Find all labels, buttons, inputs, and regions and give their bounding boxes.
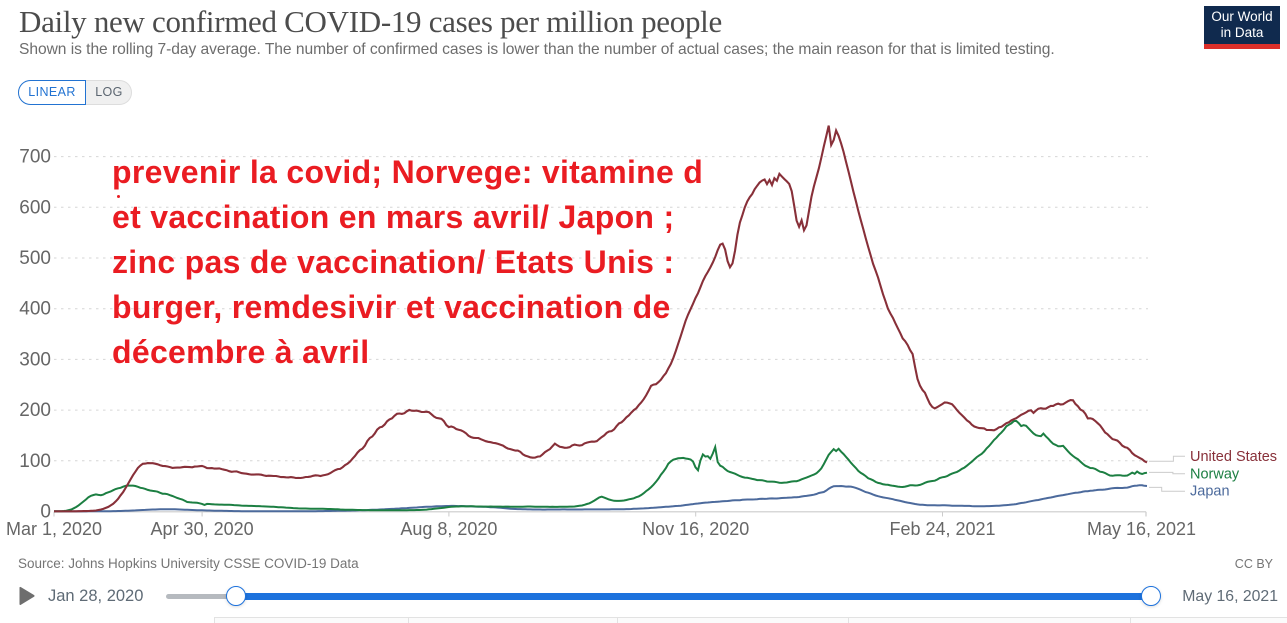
svg-text:0: 0: [40, 502, 51, 523]
svg-text:Norway: Norway: [1190, 466, 1240, 482]
svg-text:600: 600: [19, 197, 51, 218]
svg-text:200: 200: [19, 400, 51, 421]
svg-text:700: 700: [19, 147, 51, 168]
svg-text:May 16, 2021: May 16, 2021: [1087, 519, 1196, 539]
svg-text:400: 400: [19, 299, 51, 320]
svg-text:Aug 8, 2020: Aug 8, 2020: [400, 519, 497, 539]
svg-text:United States: United States: [1190, 449, 1277, 465]
svg-text:Feb 24, 2021: Feb 24, 2021: [889, 519, 995, 539]
svg-text:Japan: Japan: [1190, 484, 1230, 500]
svg-text:Apr 30, 2020: Apr 30, 2020: [151, 519, 254, 539]
svg-text:100: 100: [19, 451, 51, 472]
svg-text:Mar 1, 2020: Mar 1, 2020: [6, 519, 102, 539]
svg-text:Nov 16, 2020: Nov 16, 2020: [642, 519, 749, 539]
svg-text:300: 300: [19, 349, 51, 370]
svg-text:500: 500: [19, 248, 51, 269]
